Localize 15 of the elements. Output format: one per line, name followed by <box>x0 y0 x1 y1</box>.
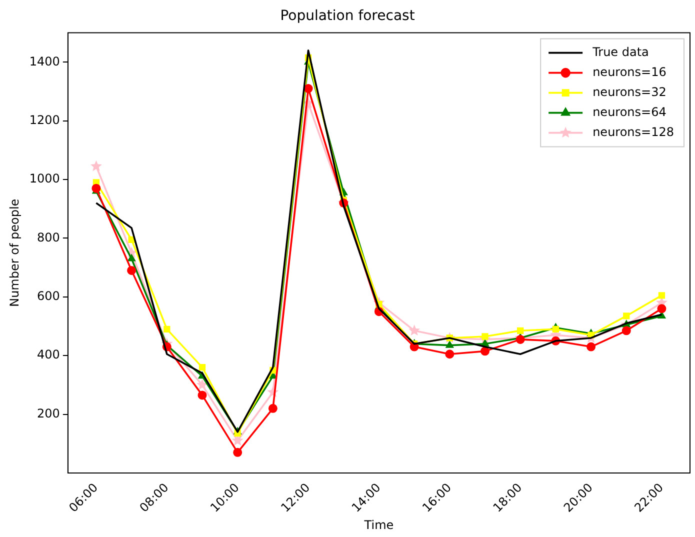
y-tick-label: 600 <box>37 289 60 304</box>
y-tick-label: 1200 <box>29 112 60 127</box>
y-tick-label: 800 <box>37 230 60 244</box>
legend-label: neurons=128 <box>592 124 674 139</box>
y-axis-title: Number of people <box>7 198 22 307</box>
y-tick-label: 1000 <box>29 172 60 186</box>
x-axis-title: Time <box>363 518 394 532</box>
y-tick-label: 1400 <box>29 54 60 68</box>
y-tick-label: 400 <box>37 348 60 362</box>
legend-label: neurons=32 <box>592 84 666 99</box>
chart-title: Population forecast <box>280 8 416 24</box>
legend-label: True data <box>592 44 649 59</box>
y-tick-label: 200 <box>37 406 60 420</box>
legend-label: neurons=16 <box>592 64 666 79</box>
legend-label: neurons=64 <box>592 104 666 119</box>
